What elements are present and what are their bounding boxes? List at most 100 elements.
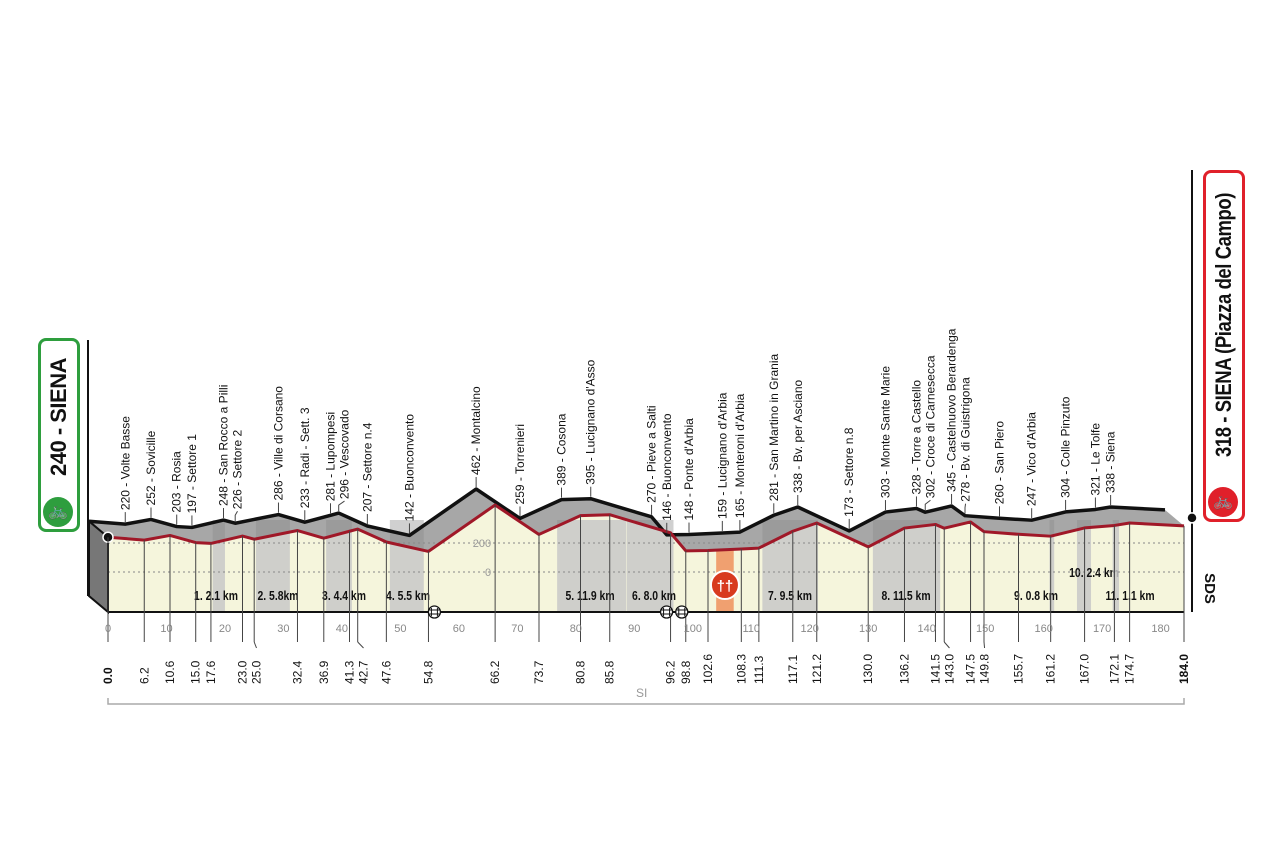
x-tick-label: 10 <box>160 623 172 635</box>
waypoint-label: 220 - Volte Basse <box>118 416 132 510</box>
km-label: 42.7 <box>357 660 371 684</box>
waypoint-label: 173 - Settore n.8 <box>842 427 856 517</box>
km-label: 117.1 <box>786 655 800 684</box>
km-label: 121.2 <box>810 654 824 684</box>
km-label: 23.0 <box>236 660 250 684</box>
level-crossing-icon <box>675 605 689 619</box>
x-tick-label: 30 <box>277 623 289 635</box>
waypoint-tick <box>338 500 345 512</box>
km-label: 147.5 <box>964 654 978 684</box>
waypoint-label: 302 - Croce di Carnesecca <box>923 355 937 498</box>
sector-label: 4. 5.5 km <box>386 589 430 603</box>
km-label: 85.8 <box>603 660 617 684</box>
waypoint-label: 328 - Torre a Castello <box>909 380 923 495</box>
x-tick-label: 70 <box>511 623 523 635</box>
km-label: 96.2 <box>664 660 678 684</box>
x-tick-label: 80 <box>570 623 582 635</box>
sector-label: 3. 4.4 km <box>322 589 366 603</box>
level-crossing-glyph <box>429 608 440 616</box>
sds-logo: SDS <box>1200 573 1218 604</box>
level-crossing-icon <box>659 605 674 619</box>
km-label: 141.5 <box>928 654 942 684</box>
waypoint-label: 203 - Rosia <box>170 451 184 513</box>
elevation-tick-label: 0 <box>485 567 491 579</box>
level-crossing-glyph <box>676 608 687 616</box>
waypoint-label: 252 - Sovicille <box>144 430 158 505</box>
km-label: 15.0 <box>189 660 203 684</box>
waypoint-label: 395 - Lucignano d'Asso <box>584 359 598 484</box>
waypoint-label: 197 - Settore 1 <box>185 434 199 514</box>
waypoint-label: 248 - San Rocco a Pilli <box>217 385 231 506</box>
sector-band <box>557 520 627 612</box>
elevation-tick-label: 200 <box>473 538 491 550</box>
waypoint-label: 159 - Lucignano d'Arbia <box>715 392 729 519</box>
finish-badge: 318 - SIENA (Piazza del Campo) 🚲 <box>1203 170 1245 522</box>
km-label-leader <box>357 641 364 649</box>
x-tick-label: 150 <box>976 623 994 635</box>
waypoint-label: 304 - Colle Pinzuto <box>1059 396 1073 498</box>
waypoint-label: 165 - Monteroni d'Arbia <box>733 393 747 518</box>
waypoint-tick <box>964 503 967 514</box>
km-label: 130.0 <box>861 654 875 684</box>
km-label: 32.4 <box>290 660 304 684</box>
km-label-leader <box>253 641 257 649</box>
x-tick-label: 40 <box>336 623 348 635</box>
waypoint-label: 148 - Ponte d'Arbia <box>682 418 696 521</box>
km-label-leader <box>983 641 986 649</box>
waypoint-label: 260 - San Piero <box>993 421 1007 505</box>
sector-label: 8. 11.5 km <box>881 589 930 603</box>
km-label: 0.0 <box>101 667 115 684</box>
km-label: 172.1 <box>1107 654 1121 684</box>
waypoint-label: 462 - Montalcino <box>469 386 483 475</box>
fork-knife-icon <box>709 570 740 600</box>
x-tick-label: 110 <box>742 623 760 635</box>
waypoint-label: 142 - Buonconvento <box>402 414 416 522</box>
km-label: 184.0 <box>1177 654 1191 684</box>
km-label: 98.8 <box>679 660 693 684</box>
waypoint-label: 345 - Castelnuovo Berardenga <box>945 328 959 492</box>
sector-label: 2. 5.8km <box>257 589 298 603</box>
waypoint-label: 286 - Ville di Corsano <box>271 386 285 501</box>
waypoint-label: 146 - Buonconvento <box>660 413 674 521</box>
waypoint-label: 321 - Le Tolfe <box>1088 423 1102 496</box>
x-tick-label: 120 <box>801 623 819 635</box>
km-label: 10.6 <box>163 660 177 684</box>
waypoint-label: 207 - Settore n.4 <box>360 422 374 512</box>
sector-band <box>1049 520 1055 612</box>
km-label: 108.3 <box>734 654 748 684</box>
km-label: 6.2 <box>137 667 151 684</box>
km-label: 66.2 <box>488 660 502 684</box>
x-tick-label: 20 <box>219 623 231 635</box>
level-crossing-glyph <box>661 608 672 616</box>
waypoint-label: 303 - Monte Sante Marie <box>878 366 892 498</box>
level-crossing-icon <box>427 605 442 619</box>
fork-knife-glyph: †† <box>717 578 734 595</box>
km-label: 36.9 <box>317 660 331 684</box>
start-badge: 240 - SIENA 🚲 <box>38 338 80 532</box>
profile-top-line <box>88 487 1166 538</box>
x-tick-label: 100 <box>684 623 702 635</box>
sector-label: 1. 2.1 km <box>194 589 238 603</box>
waypoint-label: 296 - Vescovado <box>338 409 352 499</box>
sector-label: 10. 2.4 km <box>1069 566 1119 580</box>
sector-label: 6. 8.0 km <box>632 589 676 603</box>
sector-label: 7. 9.5 km <box>768 589 812 603</box>
km-label: 41.3 <box>343 660 357 684</box>
waypoint-label: 338 - Siena <box>1104 431 1118 493</box>
waypoint-label: 259 - Torrenieri <box>513 424 527 504</box>
sector-label: 9. 0.8 km <box>1014 589 1058 603</box>
finish-label: 318 - SIENA (Piazza del Campo) <box>1211 193 1236 457</box>
finish-marker <box>1186 512 1198 524</box>
km-label: 167.0 <box>1078 654 1092 684</box>
profile-side-band <box>89 489 1184 552</box>
km-label: 54.8 <box>421 660 435 684</box>
km-label: 136.2 <box>897 654 911 684</box>
x-tick-label: 90 <box>628 623 640 635</box>
waypoint-label: 338 - Bv. per Asciano <box>791 379 805 493</box>
x-tick-label: 180 <box>1151 623 1169 635</box>
x-tick-label: 140 <box>918 623 936 635</box>
region-bracket <box>107 698 1185 705</box>
waypoint-label: 233 - Radi - Sett. 3 <box>298 407 312 508</box>
x-tick-label: 170 <box>1093 623 1111 635</box>
x-tick-label: 160 <box>1034 623 1052 635</box>
